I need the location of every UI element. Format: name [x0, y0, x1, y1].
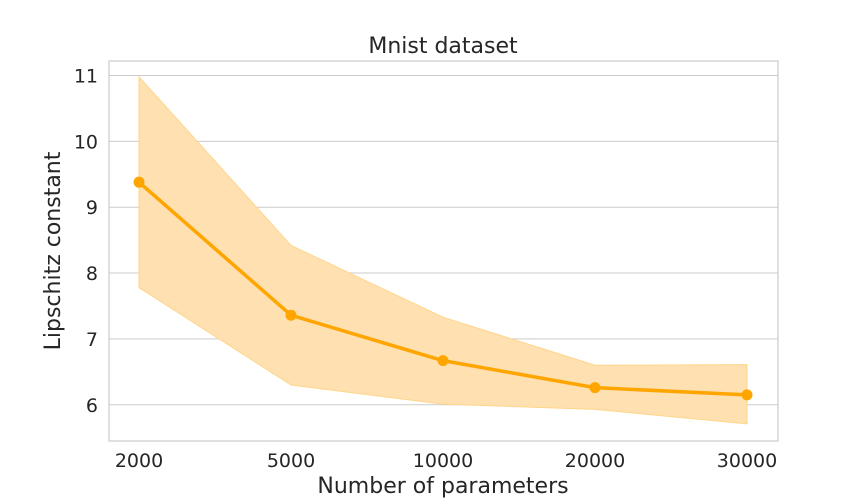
plot-frame: [108, 60, 779, 442]
y-tick-label: 11: [74, 65, 98, 87]
data-point: [437, 355, 449, 367]
x-tick-label: 10000: [413, 450, 473, 472]
x-tick-label: 5000: [267, 450, 315, 472]
x-axis-label: Number of parameters: [317, 474, 568, 499]
y-tick-label: 6: [86, 395, 98, 417]
data-point: [133, 176, 145, 188]
y-tick-label: 7: [86, 329, 98, 351]
series-points: [133, 176, 753, 401]
y-tick-label: 9: [86, 197, 98, 219]
confidence-band: [138, 75, 748, 425]
data-point: [741, 389, 753, 401]
x-tick-label: 30000: [717, 450, 777, 472]
y-tick-label: 10: [74, 131, 98, 153]
confidence-bands: [138, 75, 748, 425]
x-tick-label: 20000: [565, 450, 625, 472]
data-point: [285, 309, 297, 321]
data-point: [589, 382, 601, 394]
x-tick-label: 2000: [115, 450, 163, 472]
y-tick-labels: 6 7 8 9 10 11: [74, 65, 98, 416]
y-axis-label: Lipschitz constant: [41, 151, 66, 350]
y-tick-label: 8: [86, 263, 98, 285]
x-tick-labels: 2000 5000 10000 20000 30000: [115, 450, 777, 472]
chart-title: Mnist dataset: [368, 34, 518, 59]
